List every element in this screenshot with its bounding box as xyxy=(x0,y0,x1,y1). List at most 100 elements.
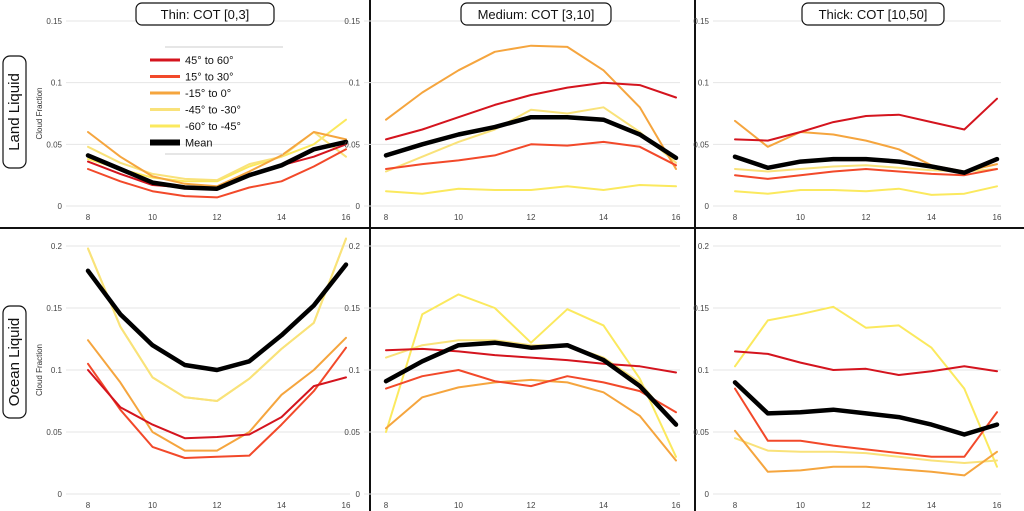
y-tick-label: 0.1 xyxy=(51,79,63,88)
x-tick-label: 14 xyxy=(599,213,608,222)
series-line xyxy=(385,339,677,427)
series-line xyxy=(383,114,679,161)
y-tick-label: 0.15 xyxy=(46,17,62,26)
x-tick-label: 16 xyxy=(993,501,1002,510)
legend-item: Mean xyxy=(150,138,213,150)
legend-label: 15° to 30° xyxy=(185,72,234,84)
y-tick-label: 0 xyxy=(58,202,63,211)
y-tick-label: 0.2 xyxy=(349,242,361,251)
series-line xyxy=(85,139,349,191)
legend-label: -45° to -30° xyxy=(185,105,241,117)
y-tick-label: 0.05 xyxy=(693,428,709,437)
column-title-box xyxy=(135,2,275,26)
x-tick-label: 16 xyxy=(672,501,681,510)
series-line xyxy=(734,97,998,142)
x-tick-label: 14 xyxy=(277,213,286,222)
y-tick-label: 0.05 xyxy=(344,428,360,437)
x-tick-label: 14 xyxy=(927,213,936,222)
y-tick-label: 0 xyxy=(58,490,63,499)
column-title: Thick: COT [10,50] xyxy=(801,2,945,26)
x-tick-label: 12 xyxy=(862,501,871,510)
x-tick-label: 12 xyxy=(527,501,536,510)
series-line xyxy=(734,168,998,180)
series-line xyxy=(385,184,677,195)
y-tick-label: 0.1 xyxy=(51,366,63,375)
x-tick-label: 10 xyxy=(454,501,463,510)
panel-6: 0 0.05 0.1 0.15 0.2 8 10 12 14 16 xyxy=(693,242,1002,510)
series-line xyxy=(385,378,677,462)
row-label: Ocean Liquid xyxy=(2,305,27,419)
series-line xyxy=(385,293,677,458)
legend-item: -15° to 0° xyxy=(150,88,231,100)
row-label-box xyxy=(2,55,27,169)
y-tick-label: 0 xyxy=(356,202,361,211)
x-tick-label: 10 xyxy=(796,501,805,510)
row-label-text: Land Liquid xyxy=(6,73,23,151)
x-tick-label: 14 xyxy=(927,501,936,510)
y-tick-label: 0.05 xyxy=(46,140,62,149)
column-title-box xyxy=(460,2,612,26)
y-axis-label: Cloud Fraction xyxy=(35,344,44,396)
series-line xyxy=(734,185,998,196)
panel-4: 0 0.05 0.1 0.15 0.2 8 10 12 14 16 Cloud Fraction xyxy=(35,237,351,510)
x-tick-label: 10 xyxy=(148,501,157,510)
series-line xyxy=(87,346,347,459)
x-tick-label: 10 xyxy=(454,213,463,222)
column-title-text: Thick: COT [10,50] xyxy=(819,7,928,22)
legend-item: -45° to -30° xyxy=(150,105,241,117)
x-tick-label: 12 xyxy=(862,213,871,222)
y-axis-label: Cloud Fraction xyxy=(35,87,44,139)
x-tick-label: 8 xyxy=(733,213,738,222)
y-tick-label: 0 xyxy=(356,490,361,499)
y-tick-label: 0.15 xyxy=(693,17,709,26)
x-tick-label: 8 xyxy=(86,213,91,222)
panel-1: 0 0.05 0.1 0.15 8 10 12 14 16 Cloud Fraction xyxy=(35,17,351,222)
row-label-text: Ocean Liquid xyxy=(6,318,23,406)
panel-2: 0 0.05 0.1 0.15 8 10 12 14 16 xyxy=(344,17,681,222)
y-tick-label: 0 xyxy=(705,202,710,211)
series-line xyxy=(87,148,347,199)
panel-5: 0 0.05 0.1 0.15 0.2 8 10 12 14 16 xyxy=(344,242,681,510)
column-title: Medium: COT [3,10] xyxy=(460,2,612,26)
panels-group: 0 0.05 0.1 0.15 8 10 12 14 16 Cloud Fraction 0 0.05… xyxy=(35,17,1002,510)
y-tick-label: 0 xyxy=(705,490,710,499)
series-line xyxy=(87,237,347,402)
x-tick-label: 16 xyxy=(993,213,1002,222)
y-tick-label: 0.05 xyxy=(344,140,360,149)
y-tick-label: 0.1 xyxy=(698,366,710,375)
series-line xyxy=(385,369,677,414)
column-title-box xyxy=(801,2,945,26)
legend-label: -15° to 0° xyxy=(185,88,231,100)
y-tick-label: 0.15 xyxy=(693,304,709,313)
series-line xyxy=(732,154,1000,175)
y-tick-label: 0.2 xyxy=(698,242,710,251)
row-label-box xyxy=(2,305,27,419)
row-label: Land Liquid xyxy=(2,55,27,169)
x-tick-label: 10 xyxy=(796,213,805,222)
series-line xyxy=(385,81,677,141)
x-tick-label: 12 xyxy=(527,213,536,222)
x-tick-label: 14 xyxy=(599,501,608,510)
column-title: Thin: COT [0,3] xyxy=(135,2,275,26)
series-line xyxy=(385,140,677,170)
legend-label: 45° to 60° xyxy=(185,55,234,67)
x-tick-label: 16 xyxy=(342,213,351,222)
column-title-text: Thin: COT [0,3] xyxy=(161,7,250,22)
legend-item: 45° to 60° xyxy=(150,55,234,67)
y-tick-label: 0.1 xyxy=(349,366,361,375)
x-tick-label: 12 xyxy=(213,501,222,510)
x-tick-label: 12 xyxy=(213,213,222,222)
x-tick-label: 8 xyxy=(384,213,389,222)
x-tick-label: 8 xyxy=(384,501,389,510)
series-line xyxy=(87,336,347,452)
series-line xyxy=(734,429,998,477)
legend-item: -60° to -45° xyxy=(150,121,241,133)
legend-label: -60° to -45° xyxy=(185,121,241,133)
y-tick-label: 0.05 xyxy=(693,140,709,149)
series-line xyxy=(734,305,998,468)
y-tick-label: 0.05 xyxy=(46,428,62,437)
y-tick-label: 0.15 xyxy=(344,304,360,313)
series-line xyxy=(734,350,998,376)
y-tick-label: 0.15 xyxy=(344,17,360,26)
